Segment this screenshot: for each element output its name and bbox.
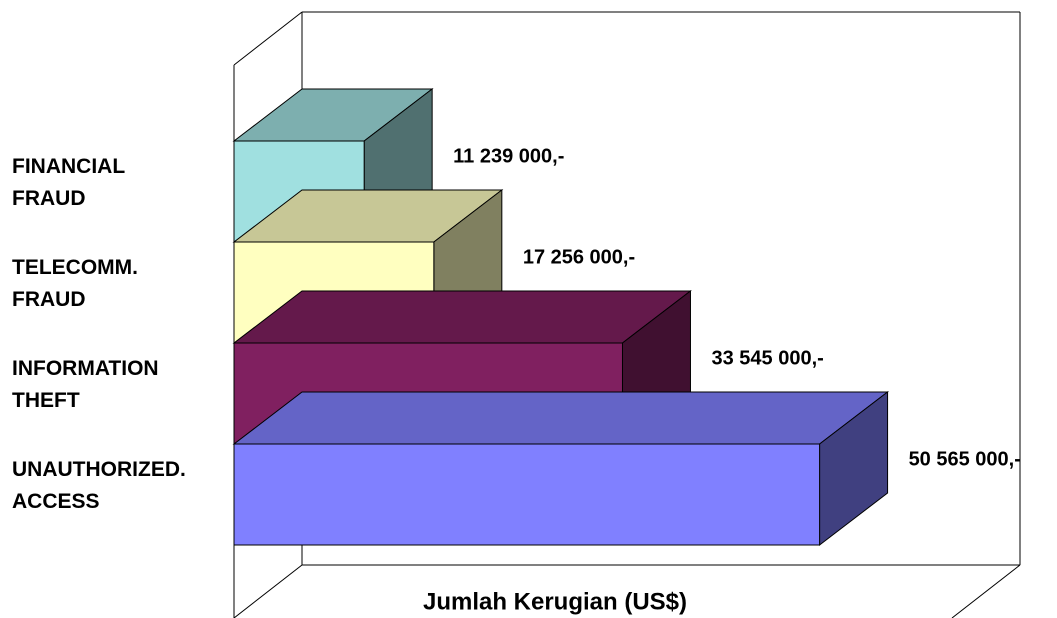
value-label: 17 256 000,- xyxy=(523,246,635,268)
value-label: 11 239 000,- xyxy=(453,145,564,167)
value-label: 33 545 000,- xyxy=(711,347,823,369)
bar xyxy=(233,443,821,546)
y-tick-label: ACCESS xyxy=(12,490,100,513)
y-tick-label: UNAUTHORIZED. xyxy=(12,458,186,481)
y-tick-label: FINANCIAL xyxy=(12,155,125,178)
y-tick-label: FRAUD xyxy=(12,288,86,311)
y-tick-label: THEFT xyxy=(12,389,80,412)
bar-top xyxy=(232,391,890,445)
wall-edge xyxy=(233,11,303,66)
wall-edge xyxy=(233,564,303,618)
wall-edge xyxy=(951,564,1021,618)
bar-top xyxy=(232,290,692,344)
y-tick-label: INFORMATION xyxy=(12,357,159,380)
y-tick-label: TELECOMM. xyxy=(12,256,138,279)
x-axis-title: Jumlah Kerugian (US$) xyxy=(423,588,687,615)
y-tick-label: FRAUD xyxy=(12,187,86,210)
value-label: 50 565 000,- xyxy=(909,448,1021,470)
